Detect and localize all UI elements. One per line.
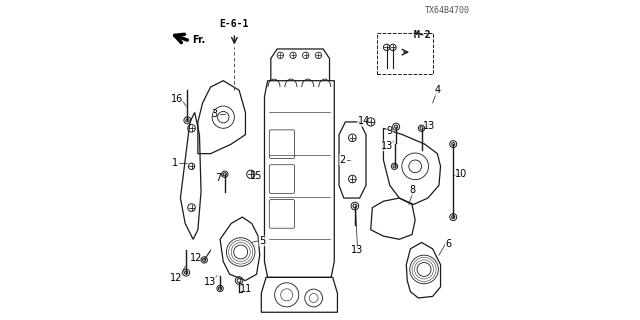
Text: TX64B4700: TX64B4700 xyxy=(424,6,469,15)
Text: 7: 7 xyxy=(215,173,221,183)
Text: 6: 6 xyxy=(445,239,452,249)
Text: 1: 1 xyxy=(172,158,178,168)
Text: 4: 4 xyxy=(435,85,440,95)
Text: 13: 13 xyxy=(204,277,216,287)
Text: 9: 9 xyxy=(387,126,393,136)
Text: 13: 13 xyxy=(423,121,436,131)
Text: 10: 10 xyxy=(455,169,467,179)
Text: 12: 12 xyxy=(170,273,183,283)
Text: 13: 13 xyxy=(381,141,393,151)
Text: 16: 16 xyxy=(170,94,183,104)
Text: 5: 5 xyxy=(259,236,266,246)
Text: E-6-1: E-6-1 xyxy=(220,19,249,28)
Text: 12: 12 xyxy=(189,253,202,263)
Text: 2: 2 xyxy=(340,155,346,165)
Text: 3: 3 xyxy=(212,109,218,119)
Text: 15: 15 xyxy=(250,172,262,181)
Text: Fr.: Fr. xyxy=(193,35,205,45)
Text: 11: 11 xyxy=(240,284,253,294)
Text: 8: 8 xyxy=(409,185,415,195)
Text: M-2: M-2 xyxy=(413,30,431,40)
Text: 13: 13 xyxy=(351,245,364,255)
Text: 14: 14 xyxy=(358,116,370,126)
